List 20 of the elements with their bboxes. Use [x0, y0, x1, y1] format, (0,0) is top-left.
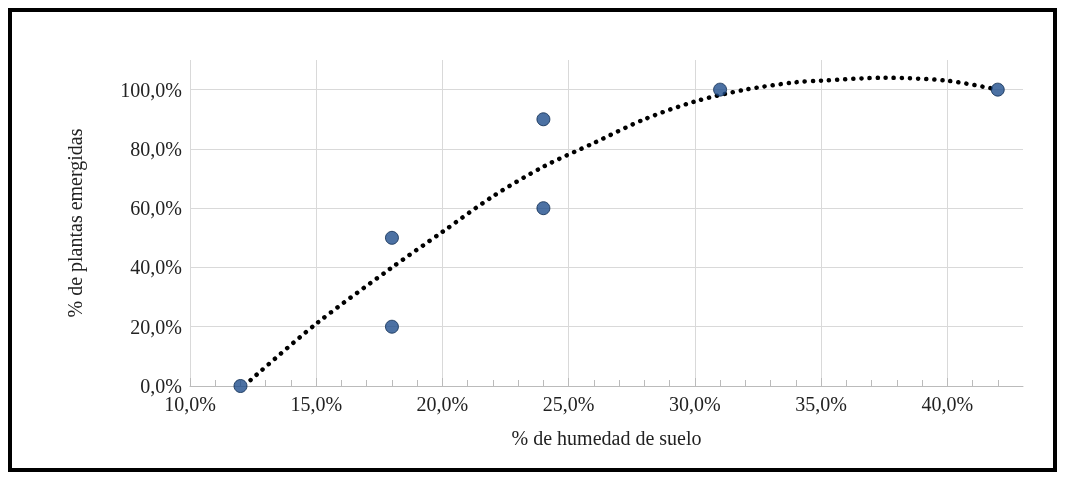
x-tick-label: 40,0% — [921, 393, 974, 415]
point — [233, 379, 248, 393]
y-tick-label: 80,0% — [130, 137, 182, 160]
y-tick-label: 60,0% — [130, 197, 182, 220]
y-tick-label: 40,0% — [130, 256, 182, 279]
y-axis-title: % de plantas emergidas — [64, 128, 87, 318]
x-tick-label: 15,0% — [290, 393, 343, 415]
x-tick-label: 35,0% — [795, 393, 847, 415]
x-axis-title: % de humedad de suelo — [511, 427, 702, 449]
point — [536, 201, 551, 216]
x-tick-label: 30,0% — [669, 393, 721, 415]
x-tick-label: 25,0% — [542, 393, 595, 415]
point — [384, 319, 399, 334]
y-tick-label: 100,0% — [120, 78, 182, 101]
point — [536, 112, 551, 127]
point — [990, 82, 1005, 97]
point — [713, 82, 728, 97]
x-tick-label: 20,0% — [416, 393, 469, 415]
y-tick-label: 20,0% — [130, 315, 182, 338]
point — [384, 230, 399, 245]
